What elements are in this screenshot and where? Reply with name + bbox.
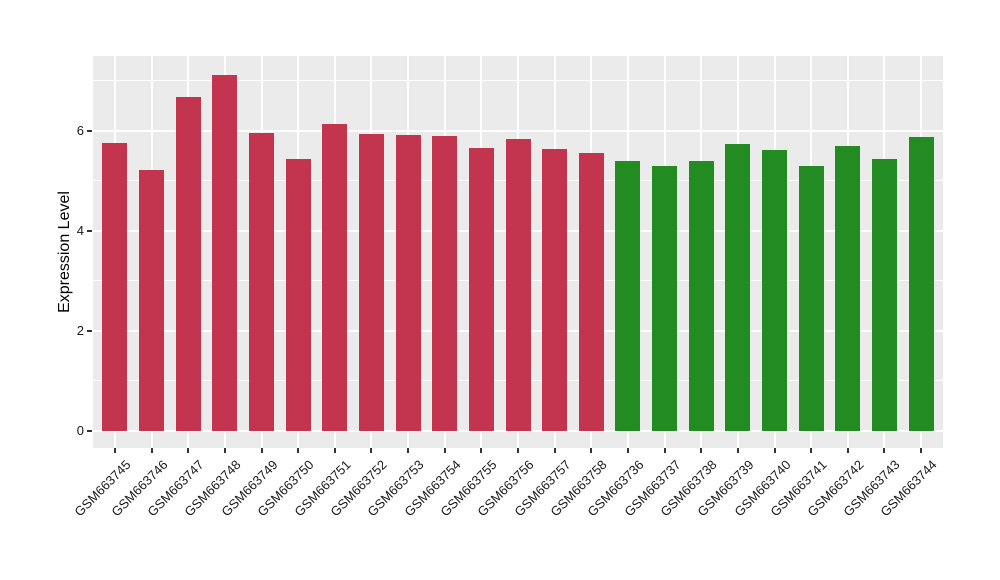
x-tick-mark-GSM663751 xyxy=(333,448,336,453)
bar-GSM663755 xyxy=(468,148,494,431)
x-tick-mark-GSM663738 xyxy=(700,448,703,453)
x-tick-mark-GSM663756 xyxy=(517,448,520,453)
x-tick-mark-GSM663741 xyxy=(810,448,813,453)
y-tick-mark-0 xyxy=(87,429,92,432)
y-axis-title: Expression Level xyxy=(56,191,73,313)
y-tick-label-6: 6 xyxy=(76,122,84,138)
x-tick-mark-GSM663758 xyxy=(590,448,593,453)
x-tick-mark-GSM663744 xyxy=(920,448,923,453)
bar-GSM663737 xyxy=(652,166,678,431)
y-tick-label-0: 0 xyxy=(76,422,84,438)
x-tick-mark-GSM663752 xyxy=(370,448,373,453)
bar-GSM663743 xyxy=(871,158,897,431)
bar-GSM663741 xyxy=(798,165,824,431)
y-tick-label-4: 4 xyxy=(76,222,84,238)
bar-GSM663754 xyxy=(432,135,458,431)
x-tick-mark-GSM663755 xyxy=(480,448,483,453)
bar-GSM663738 xyxy=(688,160,714,431)
bar-GSM663752 xyxy=(358,134,384,431)
x-tick-mark-GSM663740 xyxy=(773,448,776,453)
y-tick-label-2: 2 xyxy=(76,322,84,338)
bar-GSM663739 xyxy=(725,143,751,431)
bar-GSM663742 xyxy=(835,145,861,431)
bar-GSM663757 xyxy=(542,148,568,431)
bar-GSM663748 xyxy=(212,74,238,431)
bar-GSM663746 xyxy=(139,169,165,431)
bar-GSM663749 xyxy=(249,132,275,431)
x-tick-mark-GSM663753 xyxy=(407,448,410,453)
bar-GSM663747 xyxy=(175,97,201,431)
bar-GSM663753 xyxy=(395,134,421,431)
bar-GSM663758 xyxy=(578,153,604,431)
bar-GSM663740 xyxy=(762,150,787,431)
x-tick-mark-GSM663743 xyxy=(883,448,886,453)
x-tick-mark-GSM663750 xyxy=(297,448,300,453)
x-tick-mark-GSM663739 xyxy=(736,448,739,453)
x-tick-mark-GSM663745 xyxy=(113,448,116,453)
y-tick-mark-6 xyxy=(87,129,92,132)
x-tick-mark-GSM663742 xyxy=(846,448,849,453)
x-tick-mark-GSM663737 xyxy=(663,448,666,453)
bar-GSM663744 xyxy=(908,136,934,431)
x-tick-mark-GSM663749 xyxy=(260,448,263,453)
bar-GSM663751 xyxy=(322,123,348,431)
x-tick-mark-GSM663754 xyxy=(443,448,446,453)
x-tick-mark-GSM663746 xyxy=(150,448,153,453)
x-tick-mark-GSM663757 xyxy=(553,448,556,453)
bar-GSM663736 xyxy=(615,161,641,431)
bar-GSM663745 xyxy=(102,143,128,431)
x-tick-mark-GSM663736 xyxy=(626,448,629,453)
y-tick-mark-2 xyxy=(87,329,92,332)
y-tick-mark-4 xyxy=(87,229,92,232)
bar-GSM663750 xyxy=(285,159,311,431)
x-tick-mark-GSM663747 xyxy=(187,448,190,453)
x-tick-mark-GSM663748 xyxy=(223,448,226,453)
plot-panel xyxy=(93,56,943,448)
bar-GSM663756 xyxy=(505,139,531,431)
